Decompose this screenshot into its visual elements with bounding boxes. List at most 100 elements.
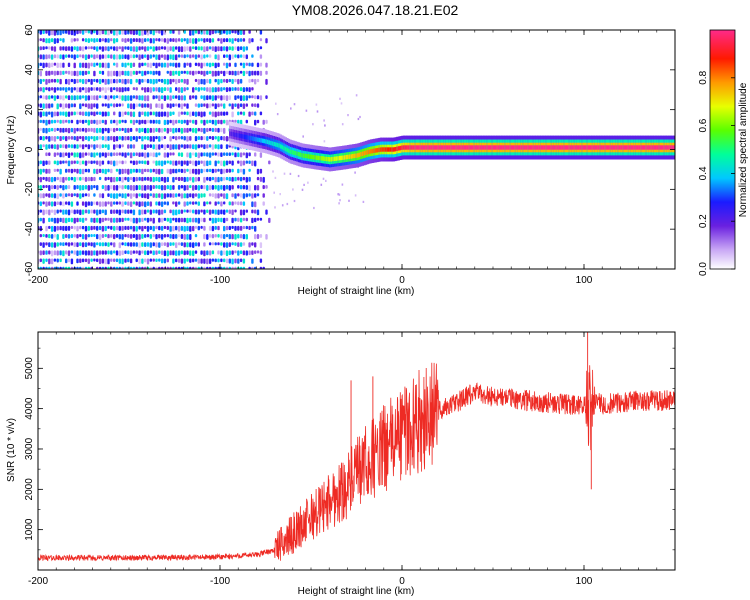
spectrogram-cell [324,124,326,127]
spectrogram-cell [96,258,99,263]
spectrogram-cell [217,119,220,125]
spectrogram-cell [183,209,186,213]
spectrogram-cell [265,62,268,68]
spectrogram-cell [347,114,349,117]
spectrogram-cell [175,234,178,239]
spectrogram-cell [50,54,54,60]
spectrogram-cell [208,266,212,269]
spectrogram-cell [138,242,141,248]
spectrogram-cell [180,103,184,110]
spectrogram-cell [79,103,82,110]
spectrogram-ridge-cell [463,145,466,150]
spectrogram-cell [104,38,107,43]
spectrogram-ridge-cell [234,132,237,137]
spectrogram-cell [152,266,155,269]
spectrogram-cell [138,160,141,164]
spectrogram-cell [104,266,107,269]
spectrogram-cell [152,38,155,44]
spectrogram-cell [231,217,234,224]
spectrogram-cell [208,234,212,238]
spectrogram-cell [203,168,206,173]
spectrogram-cell [96,152,99,156]
spectrogram-cell [245,217,248,222]
spectrogram-cell [223,250,226,255]
spectrogram-cell [208,87,212,93]
spectrogram-ridge-cell [378,147,381,153]
spectrogram-cell [163,87,167,92]
spectrogram-cell [155,250,158,255]
spectrogram-cell [132,242,136,247]
spectrogram-cell [65,201,68,205]
spectrogram-cell [107,201,110,205]
spectrogram-cell [45,30,48,34]
spectrogram-cell [175,225,178,231]
spectrogram-cell [45,38,48,44]
spectrogram-cell [265,119,268,124]
spectrogram-cell [107,111,110,117]
spectrogram-cell [158,168,161,175]
spectrogram-cell [81,119,85,124]
spectrogram-cell [200,193,203,198]
spectrogram-cell [144,160,147,165]
spectrogram-cell [259,70,263,76]
spectrogram-cell [223,119,226,124]
spectrogram-cell [180,95,184,101]
spectrogram-cell [59,258,62,263]
spectrogram-cell [39,193,42,199]
spectrogram-cell [214,144,217,149]
spectrogram-cell [121,127,124,131]
spectrogram-cell [228,152,231,156]
spectrogram-cell [146,111,150,117]
spectrogram-cell [107,225,110,229]
spectrogram-cell [90,185,93,190]
spectrogram-cell [48,127,51,133]
spectrogram-cell [48,62,51,68]
spectrogram-cell [39,111,42,118]
spectrogram-cell [62,234,65,239]
spectrogram-cell [192,217,195,223]
spectrogram-cell [65,144,68,149]
spectrogram-cell [76,193,79,198]
spectrogram-cell [214,54,217,60]
spectrogram-cell [259,176,263,182]
spectrogram-cell [113,250,116,254]
spectrogram-ridge-cell [550,145,553,150]
spectrogram-ridge-cell [604,145,607,150]
spectrogram-ridge-cell [555,145,558,150]
spectrogram-cell [110,168,113,174]
spectrogram-cell [183,127,186,133]
spectrogram-cell [73,209,76,215]
spectrogram-cell [256,46,260,51]
spectrogram-cell [203,209,206,215]
spectrogram-cell [237,152,240,158]
spectrogram-cell [231,30,234,34]
spectrogram-cell [211,266,215,269]
spectrogram-cell [84,160,88,166]
spectrogram-cell [223,30,226,34]
spectrogram-cell [81,30,85,35]
spectrogram-cell [177,201,181,205]
spectrogram-cell [223,152,226,156]
spectrogram-cell [81,87,85,91]
spectrogram-ridge-cell [645,145,648,150]
spectrogram-ridge-cell [637,145,640,150]
spectrogram-cell [87,46,90,50]
spectrogram-cell [115,38,119,43]
spectrogram-cell [59,160,62,165]
spectrogram-cell [101,144,105,149]
spectrogram-cell [163,258,167,264]
spectrogram-cell [141,30,144,36]
spectrogram-cell [98,78,102,85]
spectrogram-cell [93,103,96,108]
spectrogram-cell [59,103,62,108]
spectrogram-cell [146,258,150,265]
spectrogram-cell [248,176,251,182]
spectrogram-cell [118,46,121,50]
spectrogram-cell [169,193,172,198]
spectrogram-cell [129,62,133,68]
spectrogram-cell [113,258,116,262]
spectrogram-cell [39,38,42,42]
spectrogram-cell [172,217,175,221]
spectrogram-cell [101,70,105,75]
spectrogram-cell [96,209,99,216]
